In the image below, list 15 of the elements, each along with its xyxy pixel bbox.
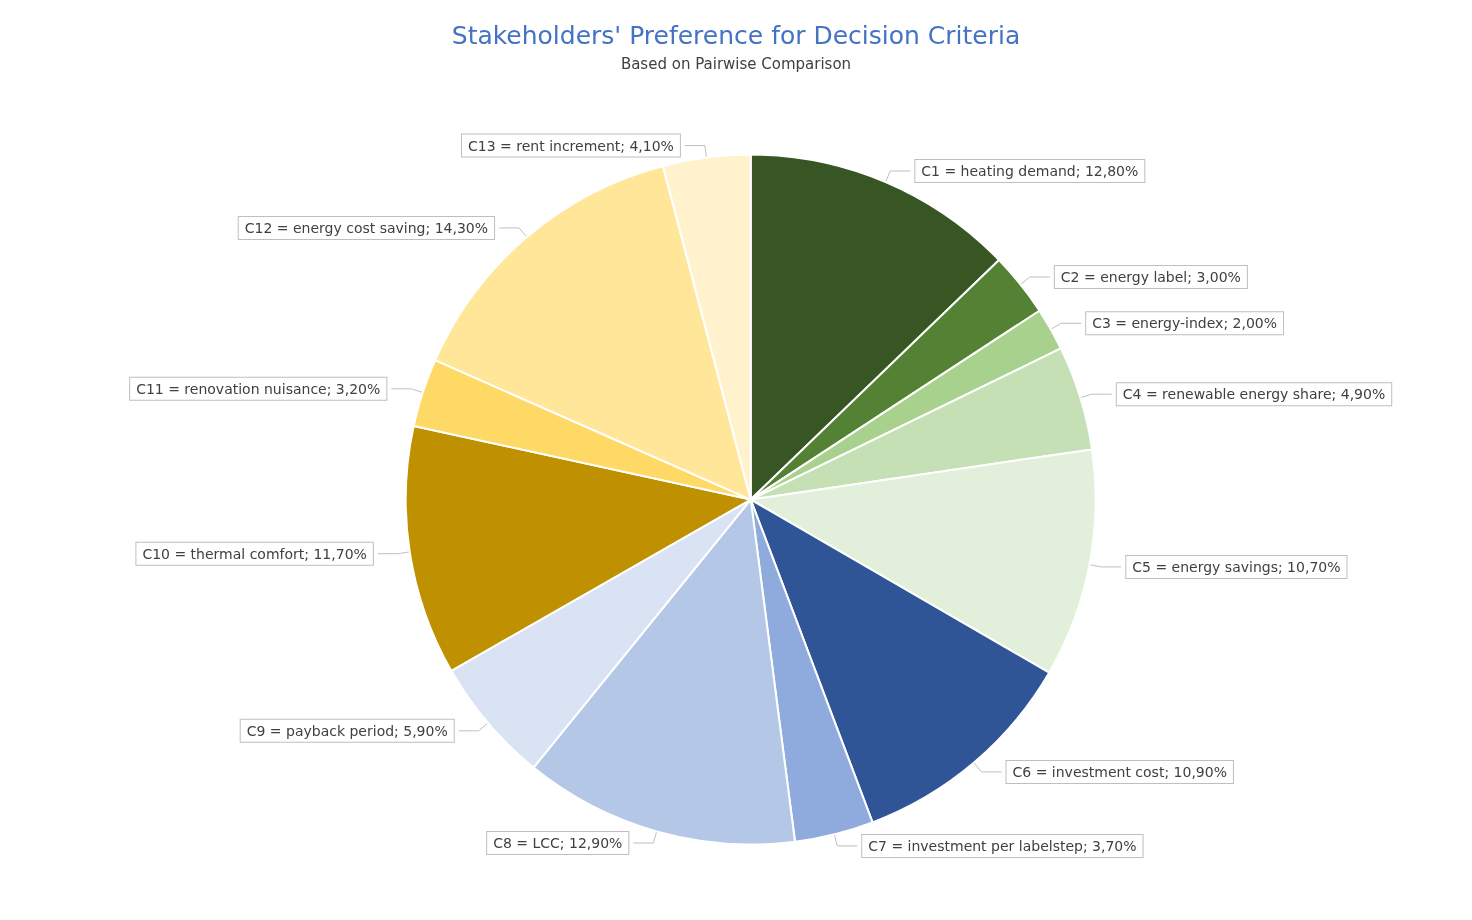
slice-label: C6 = investment cost; 10,90%	[1012, 763, 1227, 780]
slice-label: C10 = thermal comfort; 11,70%	[142, 545, 367, 562]
slice-label: C1 = heating demand; 12,80%	[921, 162, 1139, 179]
slice-label: C9 = payback period; 5,90%	[246, 722, 448, 739]
slice-label: C8 = LCC; 12,90%	[493, 835, 623, 852]
slice-label: C11 = renovation nuisance; 3,20%	[136, 380, 381, 397]
slice-label: C7 = investment per labelstep; 3,70%	[868, 837, 1137, 854]
slice-label: C2 = energy label; 3,00%	[1060, 268, 1241, 285]
slice-label: C4 = renewable energy share; 4,90%	[1122, 386, 1386, 403]
chart-title: Stakeholders' Preference for Decision Criteria	[451, 21, 1021, 50]
slice-label: C12 = energy cost saving; 14,30%	[244, 219, 489, 236]
slice-label: C5 = energy savings; 10,70%	[1132, 558, 1341, 575]
chart-subtitle: Based on Pairwise Comparison	[620, 54, 852, 73]
slice-label: C3 = energy-index; 2,00%	[1092, 315, 1278, 332]
slice-label: C13 = rent increment; 4,10%	[468, 137, 674, 154]
